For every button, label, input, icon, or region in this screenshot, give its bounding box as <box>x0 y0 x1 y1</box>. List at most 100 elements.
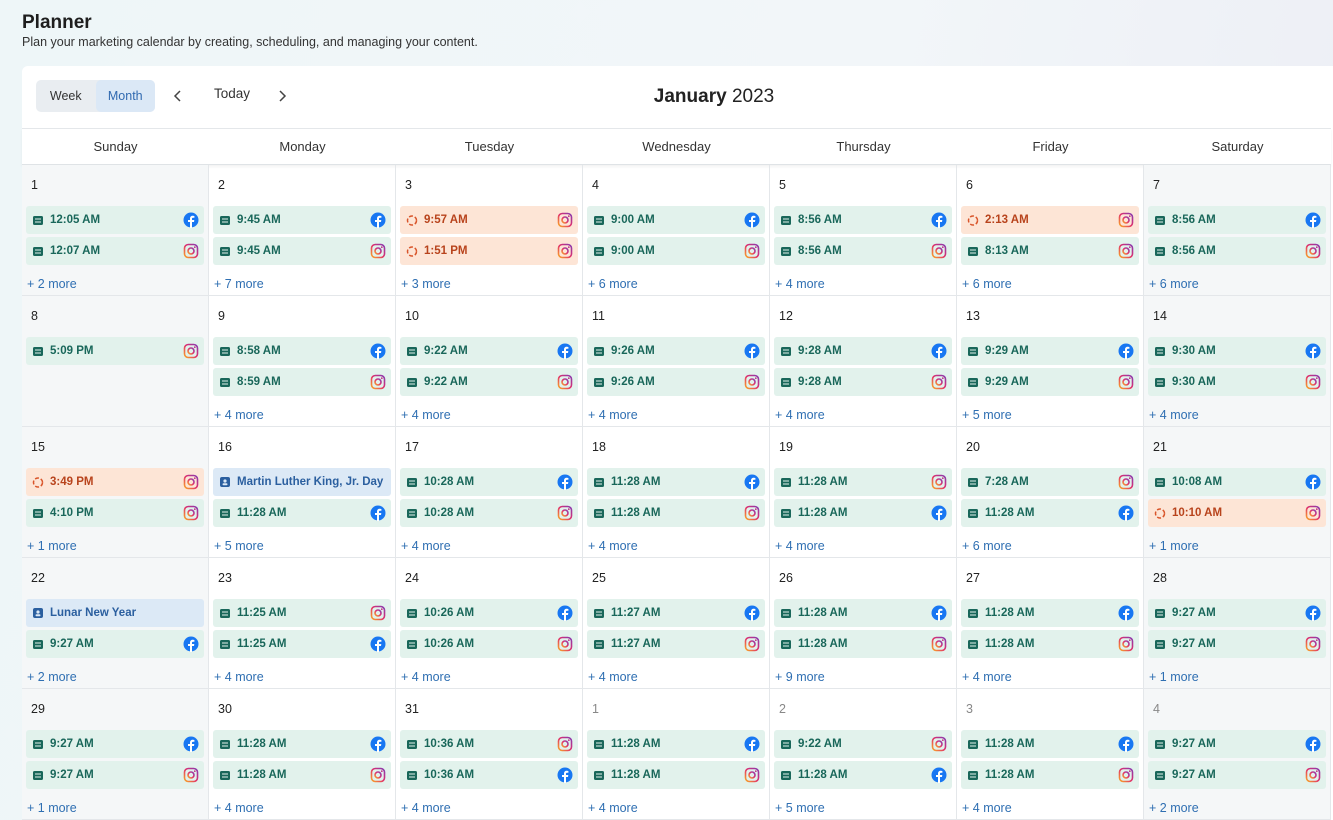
more-link[interactable]: + 2 more <box>27 277 77 291</box>
event-chip[interactable]: 8:13 AM <box>961 237 1139 265</box>
more-link[interactable]: + 5 more <box>214 539 264 553</box>
event-chip[interactable]: 10:10 AM <box>1148 499 1326 527</box>
event-chip[interactable]: 8:58 AM <box>213 337 391 365</box>
event-chip[interactable]: 9:45 AM <box>213 237 391 265</box>
event-chip[interactable]: 4:10 PM <box>26 499 204 527</box>
event-chip[interactable]: 1:51 PM <box>400 237 578 265</box>
event-chip[interactable]: 11:28 AM <box>961 499 1139 527</box>
more-link[interactable]: + 4 more <box>214 408 264 422</box>
more-link[interactable]: + 4 more <box>775 408 825 422</box>
event-chip[interactable]: 11:28 AM <box>774 468 952 496</box>
more-link[interactable]: + 1 more <box>27 801 77 815</box>
event-chip[interactable]: 12:05 AM <box>26 206 204 234</box>
event-chip[interactable]: 11:28 AM <box>774 761 952 789</box>
event-chip[interactable]: 9:27 AM <box>26 730 204 758</box>
event-chip[interactable]: 9:29 AM <box>961 368 1139 396</box>
more-link[interactable]: + 2 more <box>1149 801 1199 815</box>
event-chip[interactable]: 11:27 AM <box>587 630 765 658</box>
event-chip[interactable]: 8:56 AM <box>774 237 952 265</box>
event-chip[interactable]: 11:28 AM <box>213 730 391 758</box>
event-chip[interactable]: 8:56 AM <box>1148 237 1326 265</box>
more-link[interactable]: + 4 more <box>214 801 264 815</box>
event-chip[interactable]: 8:56 AM <box>774 206 952 234</box>
more-link[interactable]: + 5 more <box>962 408 1012 422</box>
event-chip[interactable]: 9:26 AM <box>587 337 765 365</box>
more-link[interactable]: + 4 more <box>401 408 451 422</box>
event-chip[interactable]: 9:27 AM <box>26 761 204 789</box>
more-link[interactable]: + 6 more <box>1149 277 1199 291</box>
more-link[interactable]: + 6 more <box>962 277 1012 291</box>
more-link[interactable]: + 4 more <box>401 801 451 815</box>
more-link[interactable]: + 1 more <box>27 539 77 553</box>
event-chip[interactable]: 10:36 AM <box>400 730 578 758</box>
event-chip[interactable]: 7:28 AM <box>961 468 1139 496</box>
event-chip[interactable]: 11:28 AM <box>213 499 391 527</box>
event-chip[interactable]: 8:59 AM <box>213 368 391 396</box>
more-link[interactable]: + 1 more <box>1149 670 1199 684</box>
more-link[interactable]: + 9 more <box>775 670 825 684</box>
event-chip[interactable]: 9:27 AM <box>26 630 204 658</box>
event-chip[interactable]: 9:00 AM <box>587 206 765 234</box>
event-chip[interactable]: 11:28 AM <box>961 761 1139 789</box>
event-chip[interactable]: 9:22 AM <box>400 368 578 396</box>
event-chip[interactable]: 3:49 PM <box>26 468 204 496</box>
event-chip[interactable]: 5:09 PM <box>26 337 204 365</box>
event-chip[interactable]: 10:28 AM <box>400 499 578 527</box>
more-link[interactable]: + 4 more <box>775 277 825 291</box>
more-link[interactable]: + 4 more <box>401 670 451 684</box>
more-link[interactable]: + 4 more <box>588 670 638 684</box>
more-link[interactable]: + 4 more <box>775 539 825 553</box>
event-chip[interactable]: 8:56 AM <box>1148 206 1326 234</box>
more-link[interactable]: + 3 more <box>401 277 451 291</box>
event-chip[interactable]: 9:22 AM <box>400 337 578 365</box>
more-link[interactable]: + 4 more <box>401 539 451 553</box>
more-link[interactable]: + 4 more <box>588 408 638 422</box>
event-chip[interactable]: Lunar New Year <box>26 599 204 627</box>
event-chip[interactable]: 11:28 AM <box>587 761 765 789</box>
event-chip[interactable]: 9:30 AM <box>1148 368 1326 396</box>
more-link[interactable]: + 6 more <box>588 277 638 291</box>
event-chip[interactable]: 9:28 AM <box>774 337 952 365</box>
event-chip[interactable]: 10:26 AM <box>400 630 578 658</box>
event-chip[interactable]: 11:28 AM <box>587 468 765 496</box>
more-link[interactable]: + 5 more <box>775 801 825 815</box>
event-chip[interactable]: 11:28 AM <box>774 599 952 627</box>
event-chip[interactable]: 9:00 AM <box>587 237 765 265</box>
event-chip[interactable]: Martin Luther King, Jr. Day <box>213 468 391 496</box>
event-chip[interactable]: 9:27 AM <box>1148 761 1326 789</box>
event-chip[interactable]: 11:28 AM <box>961 599 1139 627</box>
event-chip[interactable]: 11:25 AM <box>213 630 391 658</box>
event-chip[interactable]: 11:28 AM <box>774 630 952 658</box>
event-chip[interactable]: 12:07 AM <box>26 237 204 265</box>
more-link[interactable]: + 4 more <box>588 539 638 553</box>
event-chip[interactable]: 9:26 AM <box>587 368 765 396</box>
event-chip[interactable]: 9:22 AM <box>774 730 952 758</box>
event-chip[interactable]: 9:29 AM <box>961 337 1139 365</box>
more-link[interactable]: + 4 more <box>588 801 638 815</box>
event-chip[interactable]: 10:28 AM <box>400 468 578 496</box>
event-chip[interactable]: 10:36 AM <box>400 761 578 789</box>
event-chip[interactable]: 9:27 AM <box>1148 599 1326 627</box>
more-link[interactable]: + 4 more <box>1149 408 1199 422</box>
event-chip[interactable]: 9:30 AM <box>1148 337 1326 365</box>
event-chip[interactable]: 11:28 AM <box>587 499 765 527</box>
event-chip[interactable]: 10:26 AM <box>400 599 578 627</box>
more-link[interactable]: + 1 more <box>1149 539 1199 553</box>
more-link[interactable]: + 6 more <box>962 539 1012 553</box>
event-chip[interactable]: 11:28 AM <box>961 630 1139 658</box>
more-link[interactable]: + 4 more <box>214 670 264 684</box>
event-chip[interactable]: 9:57 AM <box>400 206 578 234</box>
event-chip[interactable]: 9:28 AM <box>774 368 952 396</box>
event-chip[interactable]: 11:28 AM <box>213 761 391 789</box>
more-link[interactable]: + 7 more <box>214 277 264 291</box>
event-chip[interactable]: 10:08 AM <box>1148 468 1326 496</box>
event-chip[interactable]: 11:28 AM <box>961 730 1139 758</box>
event-chip[interactable]: 11:27 AM <box>587 599 765 627</box>
event-chip[interactable]: 9:27 AM <box>1148 730 1326 758</box>
more-link[interactable]: + 4 more <box>962 801 1012 815</box>
event-chip[interactable]: 9:45 AM <box>213 206 391 234</box>
event-chip[interactable]: 2:13 AM <box>961 206 1139 234</box>
more-link[interactable]: + 2 more <box>27 670 77 684</box>
event-chip[interactable]: 11:25 AM <box>213 599 391 627</box>
more-link[interactable]: + 4 more <box>962 670 1012 684</box>
